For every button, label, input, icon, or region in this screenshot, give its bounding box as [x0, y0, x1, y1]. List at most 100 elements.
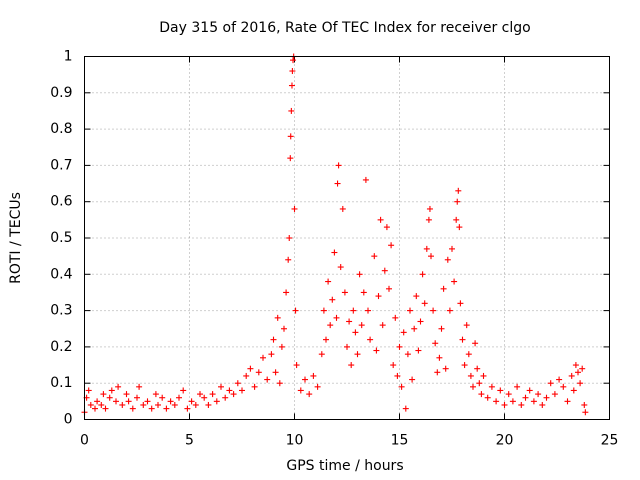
y-axis-ticks: 0 0.1 0.2 0.3 0.4 0.5 0.6 0.7 0.8 0.9 1 — [50, 49, 610, 428]
data-point — [556, 376, 563, 383]
data-point — [278, 343, 285, 350]
data-point — [375, 293, 382, 300]
y-tick-label: 0 — [64, 412, 73, 428]
data-point — [455, 187, 462, 194]
data-point — [243, 372, 250, 379]
data-point — [197, 391, 203, 398]
data-point — [522, 394, 529, 401]
data-point — [465, 351, 472, 358]
data-point — [365, 307, 371, 314]
data-point — [106, 394, 113, 401]
data-point — [98, 401, 105, 408]
data-point — [388, 242, 395, 249]
data-point — [459, 336, 466, 343]
data-point — [234, 380, 241, 387]
data-point — [314, 383, 321, 390]
data-point — [457, 300, 464, 307]
data-point — [329, 296, 336, 303]
data-point — [119, 401, 126, 408]
data-point — [497, 387, 504, 394]
y-tick-label: 0.1 — [50, 375, 72, 391]
data-point — [451, 278, 458, 285]
data-point — [285, 256, 292, 263]
y-tick-label: 0.6 — [50, 194, 72, 210]
data-point — [526, 387, 533, 394]
data-point — [201, 394, 208, 401]
data-point — [209, 391, 216, 398]
data-point — [367, 336, 374, 343]
data-point — [180, 387, 187, 394]
data-point — [281, 325, 287, 332]
data-point — [434, 369, 441, 376]
data-point — [426, 205, 433, 212]
data-point — [436, 354, 443, 361]
data-point — [334, 180, 341, 187]
grid-lines — [84, 56, 610, 420]
data-point — [320, 307, 327, 314]
data-point — [575, 369, 581, 376]
y-tick-label: 0.8 — [50, 121, 72, 137]
data-point — [348, 362, 355, 369]
data-point — [530, 398, 537, 405]
data-point — [377, 216, 384, 223]
data-point — [568, 372, 575, 379]
data-point — [123, 391, 130, 398]
data-point — [396, 343, 403, 350]
data-point — [94, 398, 101, 405]
data-point — [415, 347, 422, 354]
data-point — [268, 351, 275, 358]
data-point — [421, 300, 428, 307]
data-point — [92, 405, 98, 412]
x-tick-label: 15 — [391, 433, 409, 449]
data-point — [108, 387, 115, 394]
data-point — [333, 314, 340, 321]
data-point — [291, 205, 298, 212]
data-point — [461, 362, 468, 369]
data-point — [274, 314, 281, 321]
data-point — [463, 322, 470, 329]
data-point — [350, 307, 357, 314]
data-point — [564, 398, 571, 405]
data-point — [551, 391, 558, 398]
data-point — [115, 383, 122, 390]
data-point — [400, 329, 407, 336]
data-point — [192, 401, 199, 408]
data-point — [140, 401, 147, 408]
data-point — [383, 224, 390, 231]
data-point — [152, 391, 159, 398]
data-point — [518, 401, 525, 408]
data-point — [360, 289, 367, 296]
data-point — [419, 271, 426, 278]
data-point — [148, 405, 155, 412]
data-point — [476, 380, 483, 387]
data-point — [87, 401, 94, 408]
data-point — [362, 176, 369, 183]
data-point — [454, 198, 461, 205]
data-point — [113, 398, 119, 405]
data-point — [331, 249, 338, 256]
data-point — [289, 68, 296, 75]
data-point — [501, 401, 508, 408]
data-point — [339, 205, 346, 212]
data-point — [293, 362, 300, 369]
data-point — [354, 351, 361, 358]
data-point — [493, 398, 500, 405]
data-point — [430, 307, 437, 314]
chart-title: Day 315 of 2016, Rate Of TEC Index for r… — [159, 20, 530, 36]
data-point — [579, 365, 586, 372]
plot-frame — [84, 56, 610, 420]
data-point — [446, 307, 453, 314]
x-tick-label: 5 — [185, 433, 194, 449]
data-point — [386, 285, 392, 292]
data-point — [484, 394, 491, 401]
data-point — [582, 409, 589, 416]
data-point — [129, 405, 136, 412]
x-tick-label: 25 — [601, 433, 619, 449]
data-point — [379, 322, 386, 329]
data-point — [358, 322, 365, 329]
data-point — [404, 351, 411, 358]
data-point — [230, 391, 237, 398]
data-point — [290, 57, 297, 64]
data-point — [155, 401, 161, 408]
